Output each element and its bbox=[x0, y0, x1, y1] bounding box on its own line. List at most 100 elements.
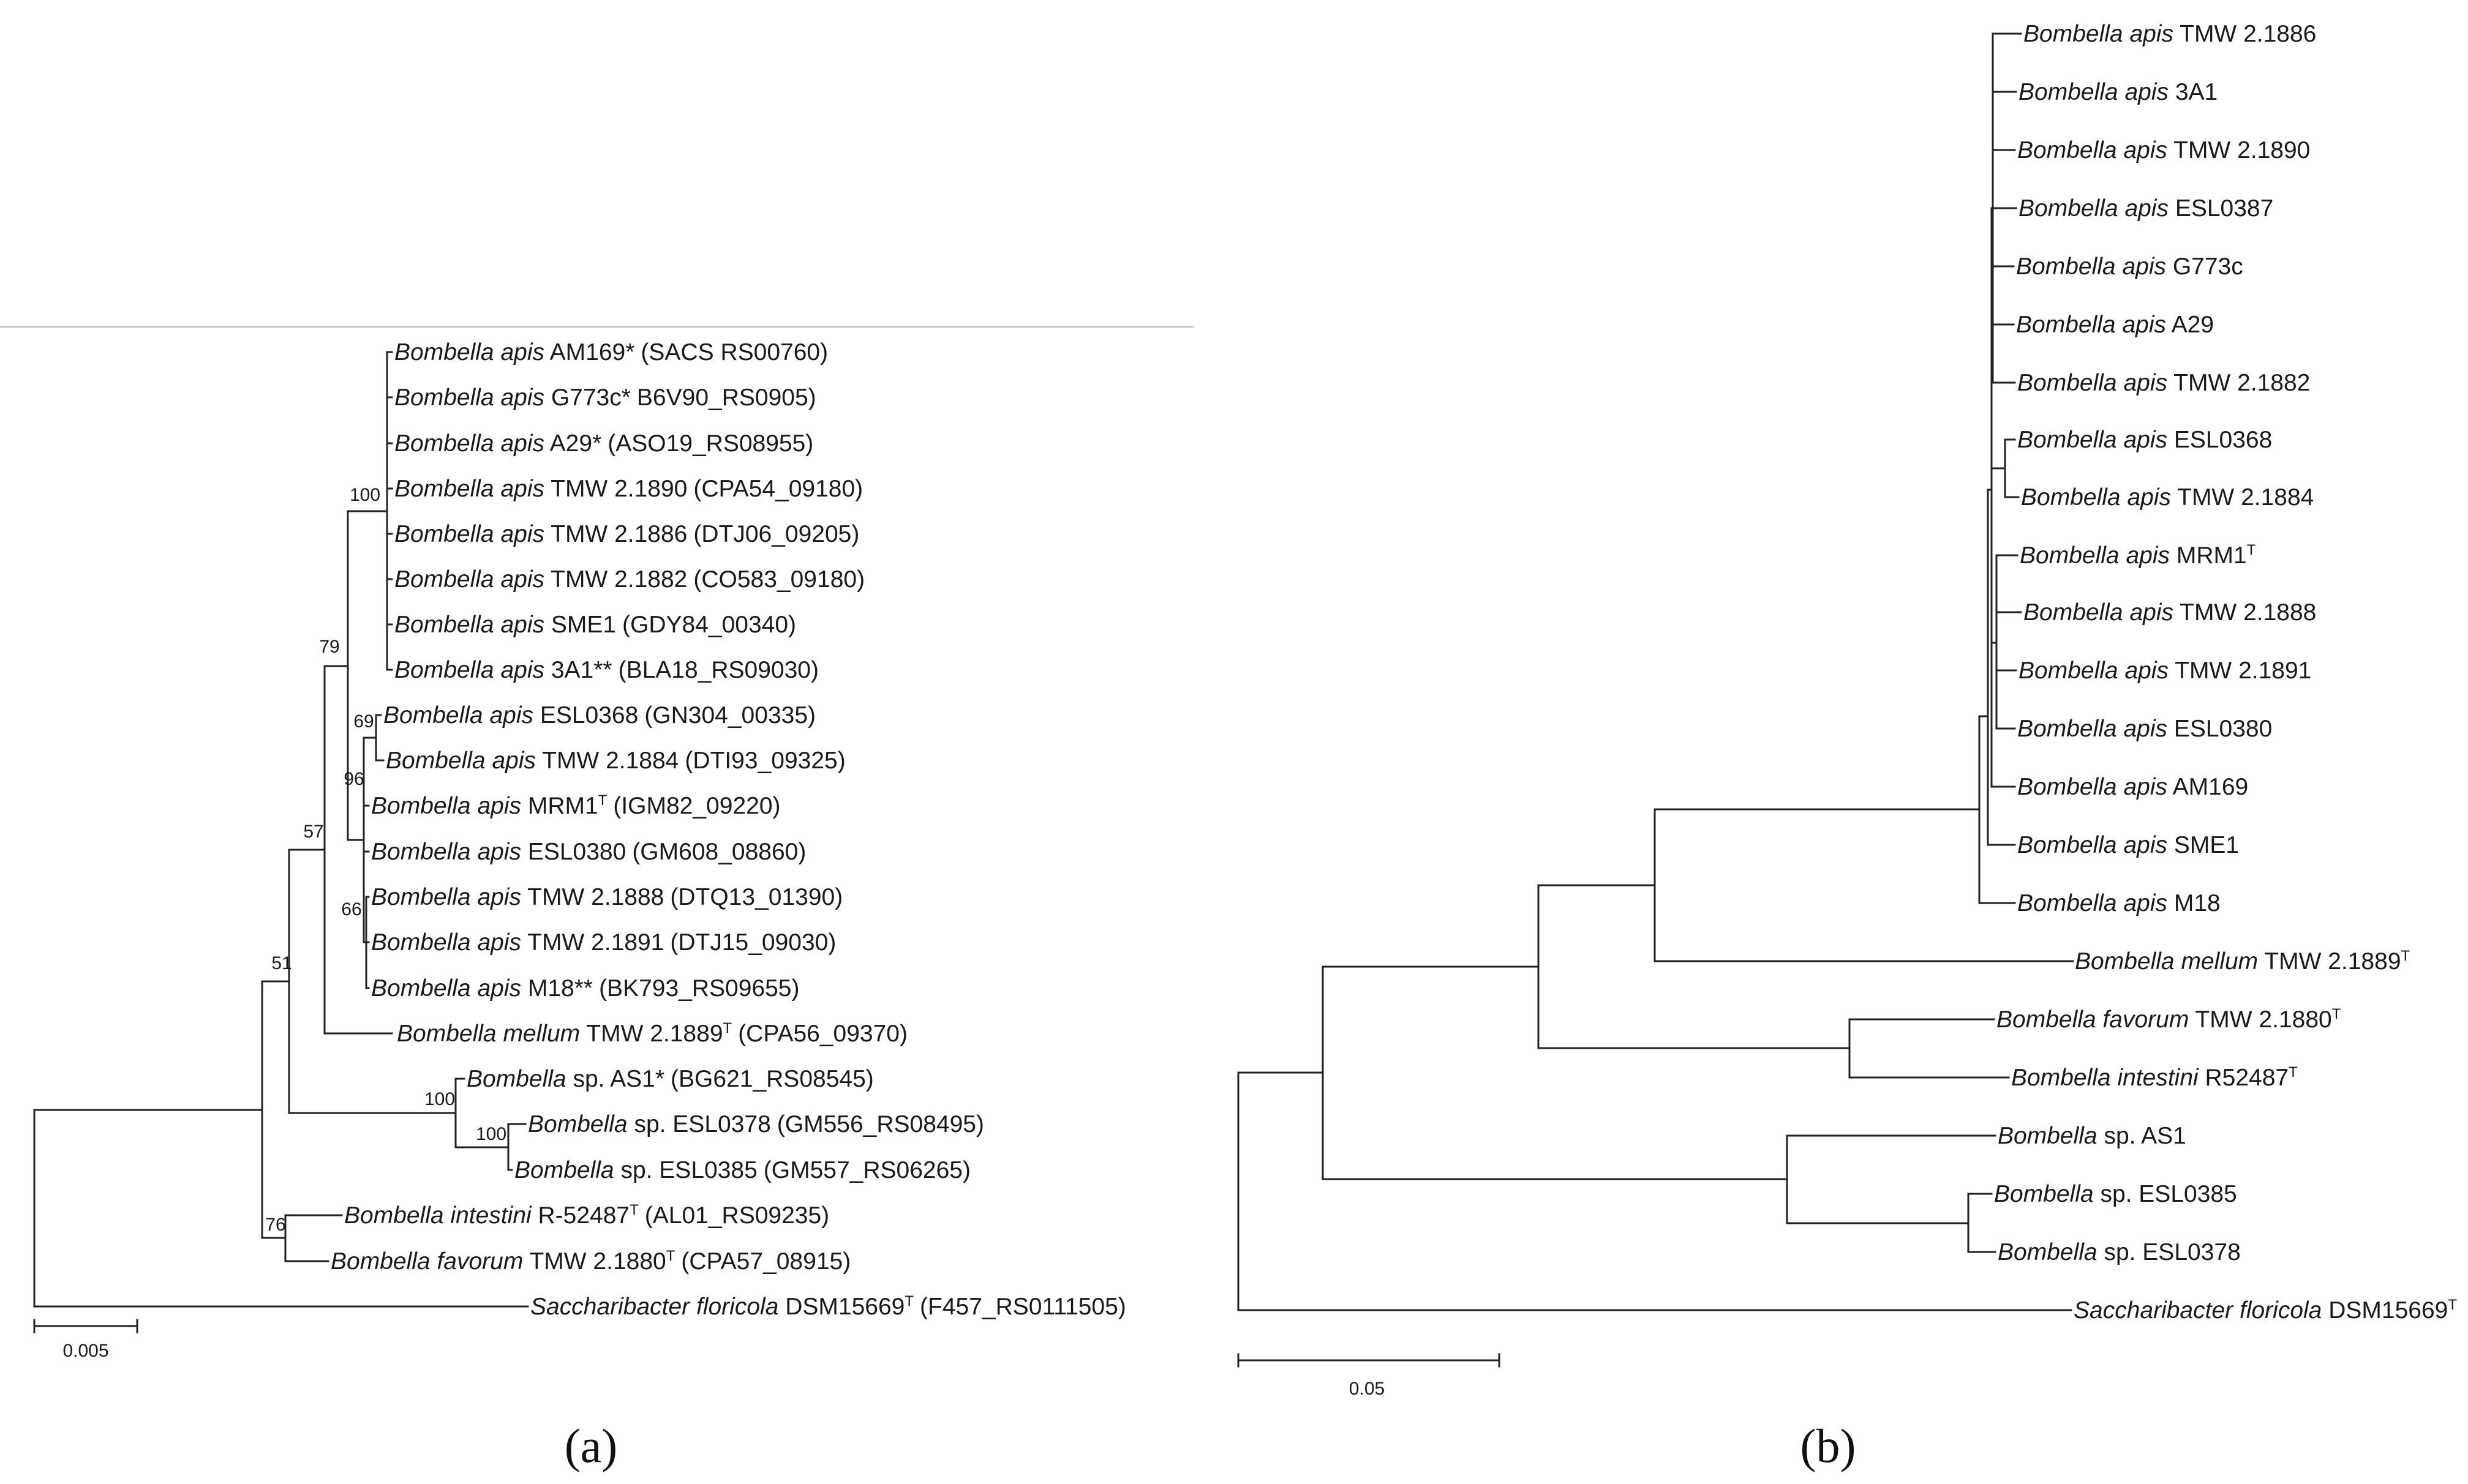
bootstrap-value: 69 bbox=[353, 711, 374, 732]
taxon-label: Bombella apis TMW 2.1891 (DTJ15_09030) bbox=[371, 929, 836, 956]
taxon-species: apis bbox=[2122, 253, 2166, 280]
taxon-label: Bombella apis A29 bbox=[2016, 312, 2214, 338]
taxon-species: apis bbox=[2129, 21, 2173, 47]
taxon-species: apis bbox=[2127, 484, 2171, 511]
taxon-genus: Bombella bbox=[371, 975, 471, 1002]
taxon-genus: Bombella bbox=[2018, 79, 2118, 105]
taxon-genus: Bombella bbox=[383, 702, 483, 729]
taxon-genus: Bombella bbox=[2018, 658, 2118, 684]
taxon-label: Bombella apis AM169* (SACS RS00760) bbox=[394, 339, 828, 365]
taxon-genus: Bombella bbox=[394, 566, 494, 593]
taxon-genus: Bombella bbox=[394, 339, 494, 365]
taxon-genus: Bombella bbox=[2017, 890, 2117, 916]
taxon-genus: Bombella bbox=[514, 1157, 614, 1183]
taxon-genus: Bombella bbox=[467, 1066, 566, 1092]
taxon-locus: (BG621_RS08545) bbox=[671, 1066, 874, 1092]
taxon-species: apis bbox=[500, 384, 544, 411]
taxon-locus: (F457_RS0111505) bbox=[920, 1294, 1126, 1320]
taxon-strain: TMW 2.1888 bbox=[2180, 599, 2316, 626]
taxon-species: apis bbox=[2123, 716, 2167, 742]
taxon-genus: Bombella bbox=[397, 1021, 497, 1047]
taxon-strain: G773c* bbox=[551, 384, 631, 411]
taxon-strain: SME1 bbox=[551, 612, 616, 638]
taxon-species: apis bbox=[2124, 658, 2169, 684]
taxon-strain: ESL0380 bbox=[2174, 716, 2272, 742]
taxon-strain: M18 bbox=[2174, 890, 2221, 916]
taxon-strain: MRM1 bbox=[528, 793, 598, 819]
taxon-strain: 3A1 bbox=[2175, 79, 2218, 105]
taxon-label: Bombella apis ESL0368 bbox=[2017, 427, 2272, 453]
taxon-species: apis bbox=[500, 430, 544, 457]
taxon-label: Bombella apis TMW 2.1886 (DTJ06_09205) bbox=[394, 521, 859, 547]
bootstrap-value: 76 bbox=[265, 1215, 285, 1235]
type-strain-marker: T bbox=[2448, 1297, 2457, 1313]
taxon-strain: DSM15669 bbox=[785, 1294, 905, 1320]
taxon-strain: AM169 bbox=[2173, 774, 2249, 800]
taxon-strain: TMW 2.1882 bbox=[2173, 370, 2310, 396]
taxon-strain: TMW 2.1891 bbox=[527, 929, 664, 956]
taxon-label: Saccharibacter floricola DSM15669T (F457_… bbox=[530, 1293, 1126, 1320]
taxon-genus: Bombella bbox=[1996, 1006, 2096, 1033]
taxon-strain: TMW 2.1890 bbox=[2173, 137, 2310, 163]
taxon-species: apis bbox=[500, 657, 544, 683]
bootstrap-value: 51 bbox=[271, 953, 292, 973]
taxon-genus: Bombella bbox=[386, 748, 486, 774]
taxon-genus: Bombella bbox=[371, 839, 471, 865]
taxon-label: Saccharibacter floricola DSM15669T bbox=[2074, 1297, 2457, 1324]
type-strain-marker: T bbox=[2401, 948, 2410, 964]
taxon-label: Bombella apis SME1 bbox=[2017, 832, 2239, 858]
taxon-strain: G773c bbox=[2173, 253, 2243, 280]
taxon-strain: TMW 2.1882 bbox=[551, 566, 687, 593]
taxon-genus: Bombella bbox=[528, 1111, 628, 1137]
taxon-species: apis bbox=[477, 929, 521, 956]
taxon-locus: (GM557_RS06265) bbox=[764, 1157, 971, 1183]
taxon-genus: Bombella bbox=[344, 1202, 444, 1229]
taxon-strain: TMW 2.1889 bbox=[2264, 948, 2401, 975]
taxon-species: favorum bbox=[2102, 1006, 2189, 1033]
taxon-strain: sp. ESL0385 bbox=[620, 1157, 757, 1183]
taxon-label: Bombella intestini R52487T bbox=[2011, 1064, 2298, 1091]
type-strain-marker: T bbox=[905, 1293, 914, 1310]
taxon-species: apis bbox=[2124, 195, 2169, 222]
taxon-label: Bombella apis SME1 (GDY84_00340) bbox=[394, 612, 796, 638]
taxon-strain: TMW 2.1888 bbox=[527, 884, 664, 910]
taxon-strain: TMW 2.1884 bbox=[2177, 484, 2314, 511]
taxon-genus: Bombella bbox=[1998, 1239, 2097, 1265]
taxon-genus: Bombella bbox=[394, 612, 494, 638]
taxon-genus: Bombella bbox=[2075, 948, 2175, 975]
taxon-species: floricola bbox=[2240, 1297, 2322, 1324]
taxon-label: Bombella apis TMW 2.1888 bbox=[2023, 599, 2316, 626]
taxon-strain: SME1 bbox=[2174, 832, 2239, 858]
type-strain-marker: T bbox=[630, 1202, 639, 1218]
taxon-strain: TMW 2.1884 bbox=[542, 748, 679, 774]
taxon-species: apis bbox=[500, 566, 544, 593]
bootstrap-value: 100 bbox=[350, 485, 380, 505]
taxon-strain: A29 bbox=[2172, 312, 2214, 338]
taxon-species: mellum bbox=[503, 1021, 580, 1047]
taxon-locus: (CPA56_09370) bbox=[738, 1021, 908, 1047]
type-strain-marker: T bbox=[2247, 542, 2256, 558]
taxon-locus: (DTQ13_01390) bbox=[670, 884, 843, 910]
taxon-strain: MRM1 bbox=[2176, 542, 2247, 569]
taxon-genus: Bombella bbox=[394, 521, 494, 547]
bootstrap-value: 57 bbox=[303, 822, 323, 842]
taxon-strain: R-52487 bbox=[538, 1202, 630, 1229]
taxon-species: apis bbox=[2124, 79, 2169, 105]
taxon-locus: (CO583_09180) bbox=[693, 566, 865, 593]
bootstrap-value: 79 bbox=[319, 637, 339, 657]
caption-a: (a) bbox=[565, 1419, 618, 1472]
taxon-genus: Bombella bbox=[2016, 312, 2116, 338]
taxon-species: apis bbox=[500, 476, 544, 502]
type-strain-marker: T bbox=[2332, 1006, 2341, 1022]
taxon-genus: Bombella bbox=[2017, 137, 2117, 163]
taxon-label: Bombella apis TMW 2.1888 (DTQ13_01390) bbox=[371, 884, 843, 910]
taxon-label: Bombella apis ESL0380 bbox=[2017, 716, 2272, 742]
panel-a-bootstrap-values: 100 79 69 96 66 57 51 100 100 76 bbox=[265, 485, 506, 1235]
bootstrap-value: 100 bbox=[476, 1124, 506, 1144]
taxon-genus: Bombella bbox=[1994, 1181, 2094, 1207]
taxon-species: intestini bbox=[450, 1202, 532, 1229]
bootstrap-value: 96 bbox=[344, 769, 364, 789]
taxon-locus: (DTJ06_09205) bbox=[693, 521, 859, 547]
